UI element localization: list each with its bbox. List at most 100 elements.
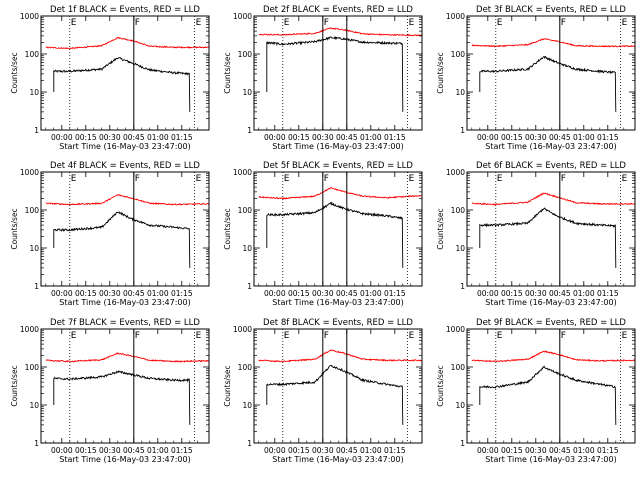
x-tick-label: 00:45 xyxy=(336,446,358,455)
series-line-lld xyxy=(471,38,636,48)
chart-panel-8: Det 8f BLACK = Events, RED = LLD E F E 1 10 10… xyxy=(223,318,423,464)
marker-label: E xyxy=(196,174,202,184)
x-tick-label: 00:15 xyxy=(75,289,97,298)
y-tick-label: 1000 xyxy=(233,12,252,21)
y-tick-label: 1000 xyxy=(233,168,252,177)
x-tick-label: 01:00 xyxy=(573,446,595,455)
x-tick-label: 00:00 xyxy=(51,289,73,298)
series-line-events xyxy=(479,365,617,425)
chart-panel-1: Det 1f BLACK = Events, RED = LLD E F E 1 10 10… xyxy=(10,5,210,151)
x-tick-label: 01:00 xyxy=(360,133,382,142)
x-axis-label: Start Time (16-May-03 23:47:00) xyxy=(272,142,403,151)
chart-title: Det 6f BLACK = Events, RED = LLD xyxy=(476,161,626,171)
marker-label: F xyxy=(135,174,140,184)
x-axis-label: Start Time (16-May-03 23:47:00) xyxy=(272,298,403,307)
x-tick-label: 01:00 xyxy=(360,289,382,298)
x-tick-label: 00:00 xyxy=(477,446,499,455)
x-axis-label: Start Time (16-May-03 23:47:00) xyxy=(485,455,616,464)
marker-label: F xyxy=(561,174,566,184)
marker-label: E xyxy=(284,18,290,28)
x-tick-label: 00:30 xyxy=(99,289,121,298)
y-tick-label: 1000 xyxy=(446,325,465,334)
marker-label: E xyxy=(497,18,503,28)
chart-panel-3: Det 3f BLACK = Events, RED = LLD E F E 1 10 10… xyxy=(436,5,636,151)
plot-frame xyxy=(253,171,423,287)
x-axis-label: Start Time (16-May-03 23:47:00) xyxy=(59,142,190,151)
x-tick-label: 00:45 xyxy=(549,133,571,142)
marker-label: E xyxy=(409,174,415,184)
plot-frame xyxy=(253,15,423,131)
x-tick-label: 00:45 xyxy=(336,133,358,142)
y-tick-label: 10 xyxy=(242,244,252,253)
x-tick-label: 01:15 xyxy=(384,289,406,298)
plot-frame xyxy=(253,328,423,444)
y-tick-label: 10 xyxy=(455,401,465,410)
plot-frame xyxy=(40,15,210,131)
marker-label: E xyxy=(622,174,628,184)
series-line-events xyxy=(266,364,404,425)
x-tick-label: 01:15 xyxy=(171,289,193,298)
y-tick-label: 1000 xyxy=(20,12,39,21)
y-tick-label: 1 xyxy=(34,282,39,291)
plot-frame xyxy=(40,328,210,444)
y-tick-label: 1000 xyxy=(446,12,465,21)
x-tick-label: 01:00 xyxy=(360,446,382,455)
series-line-events xyxy=(53,57,191,112)
series-line-lld xyxy=(258,27,423,37)
chart-panel-2: Det 2f BLACK = Events, RED = LLD E F E 1 10 10… xyxy=(223,5,423,151)
y-axis-label: Counts/sec xyxy=(10,52,19,93)
y-tick-label: 10 xyxy=(29,244,39,253)
x-tick-label: 01:15 xyxy=(171,446,193,455)
chart-title: Det 9f BLACK = Events, RED = LLD xyxy=(476,318,626,328)
marker-label: E xyxy=(409,331,415,341)
x-tick-label: 01:15 xyxy=(597,446,619,455)
x-tick-label: 00:00 xyxy=(477,289,499,298)
x-tick-label: 01:00 xyxy=(147,133,169,142)
x-tick-label: 00:15 xyxy=(501,446,523,455)
x-tick-label: 00:45 xyxy=(123,289,145,298)
y-tick-label: 1 xyxy=(34,126,39,135)
chart-title: Det 7f BLACK = Events, RED = LLD xyxy=(50,318,200,328)
marker-label: E xyxy=(71,174,77,184)
marker-label: E xyxy=(622,18,628,28)
x-tick-label: 01:00 xyxy=(573,289,595,298)
marker-label: E xyxy=(409,18,415,28)
plot-frame xyxy=(466,171,636,287)
x-tick-label: 00:45 xyxy=(123,446,145,455)
plot-frame xyxy=(466,15,636,131)
series-line-lld xyxy=(471,350,635,363)
series-line-lld xyxy=(471,192,635,206)
series-line-lld xyxy=(258,349,423,363)
marker-label: E xyxy=(71,18,77,28)
y-tick-label: 100 xyxy=(25,50,40,59)
y-axis-label: Counts/sec xyxy=(10,365,19,406)
series-line-events xyxy=(479,207,617,268)
marker-label: E xyxy=(497,331,503,341)
marker-label: E xyxy=(196,331,202,341)
y-tick-label: 1 xyxy=(247,282,252,291)
y-tick-label: 100 xyxy=(238,206,253,215)
series-line-events xyxy=(266,201,404,268)
y-tick-label: 10 xyxy=(455,88,465,97)
chart-panel-4: Det 4f BLACK = Events, RED = LLD E F E 1 10 10… xyxy=(10,161,210,307)
x-tick-label: 01:00 xyxy=(147,446,169,455)
y-tick-label: 1 xyxy=(460,126,465,135)
x-tick-label: 00:45 xyxy=(123,133,145,142)
x-axis-label: Start Time (16-May-03 23:47:00) xyxy=(272,455,403,464)
x-tick-label: 00:00 xyxy=(264,133,286,142)
x-tick-label: 01:00 xyxy=(573,133,595,142)
chart-title: Det 4f BLACK = Events, RED = LLD xyxy=(50,161,200,171)
marker-label: E xyxy=(284,331,290,341)
marker-label: E xyxy=(71,331,77,341)
x-tick-label: 01:15 xyxy=(384,133,406,142)
marker-label: E xyxy=(196,18,202,28)
x-tick-label: 01:15 xyxy=(171,133,193,142)
series-line-events xyxy=(53,370,191,425)
x-tick-label: 00:00 xyxy=(477,133,499,142)
y-tick-label: 100 xyxy=(451,363,466,372)
chart-panel-9: Det 9f BLACK = Events, RED = LLD E F E 1 10 10… xyxy=(436,318,636,464)
chart-title: Det 8f BLACK = Events, RED = LLD xyxy=(263,318,413,328)
x-tick-label: 00:30 xyxy=(525,446,547,455)
y-tick-label: 1000 xyxy=(20,325,39,334)
